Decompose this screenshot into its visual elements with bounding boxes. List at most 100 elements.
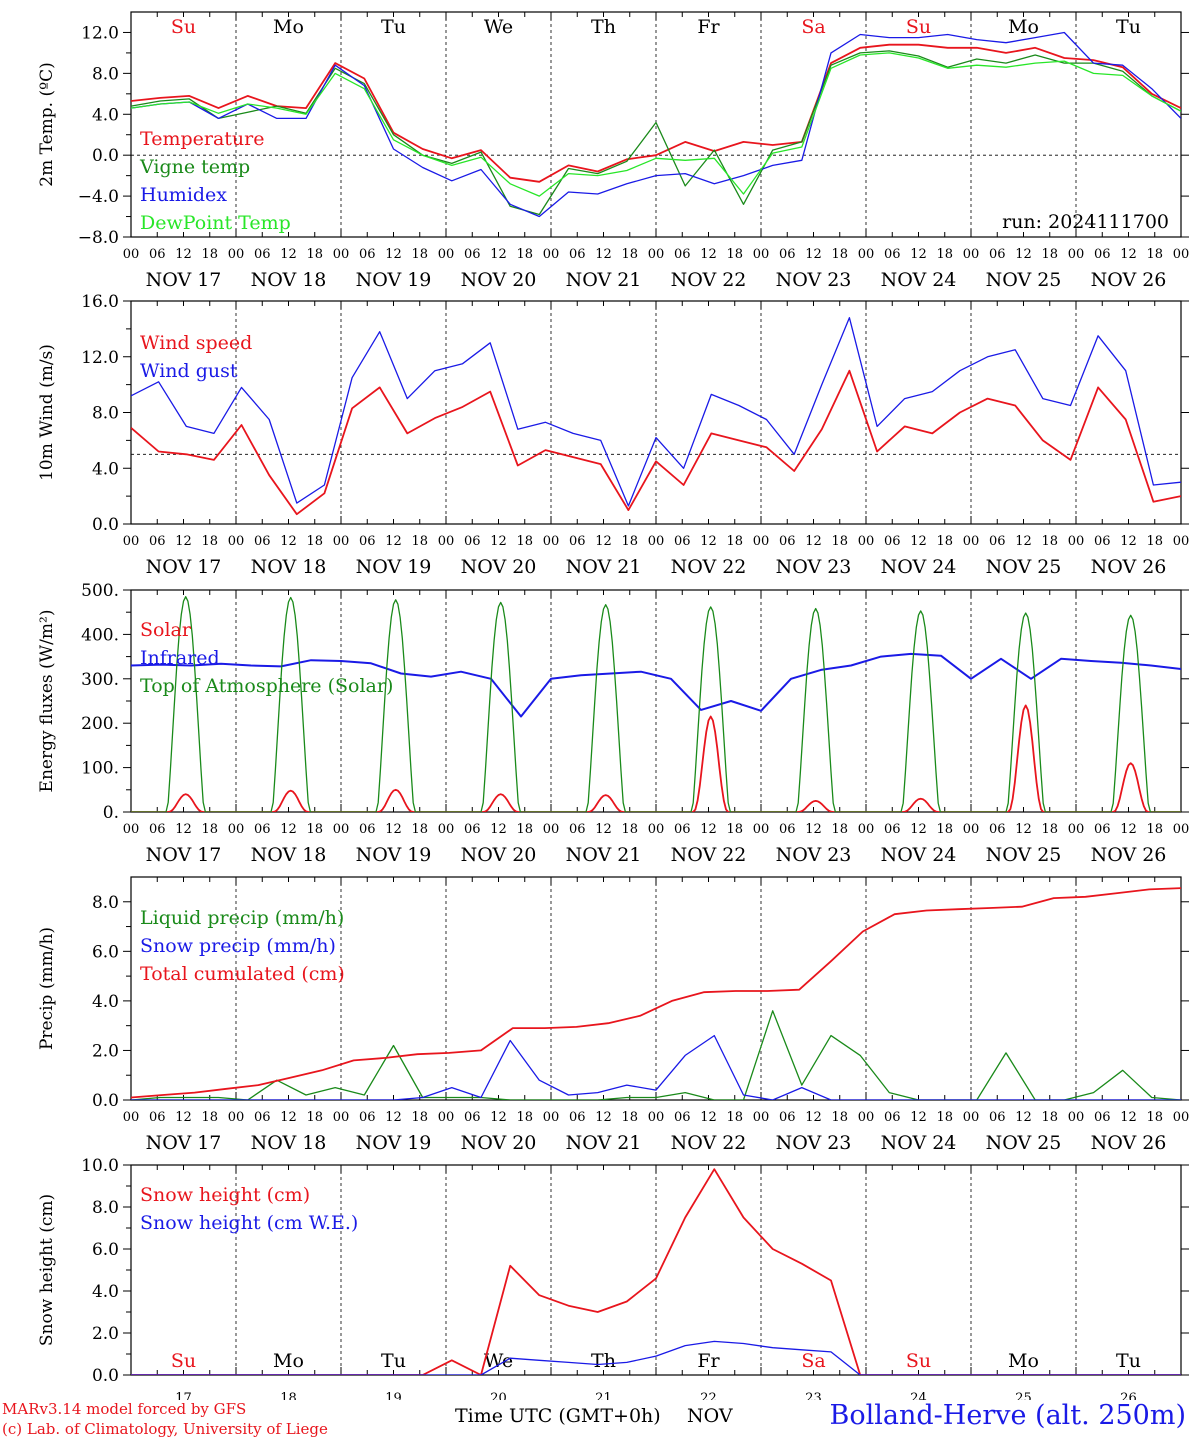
- series-group: [131, 1168, 1181, 1375]
- hour-tick-label: 18: [1041, 1110, 1058, 1125]
- hour-tick-label: 06: [254, 1110, 271, 1125]
- hour-tick-label: 12: [595, 534, 612, 549]
- hour-tick-label: 06: [359, 822, 376, 837]
- series-line-2: [131, 652, 1181, 718]
- hour-tick-label: 18: [831, 534, 848, 549]
- y-tick-label: 4.0: [92, 1282, 119, 1302]
- hour-tick-label: 18: [936, 247, 953, 262]
- hour-tick-label: 12: [385, 822, 402, 837]
- date-label: NOV 20: [461, 556, 537, 578]
- hour-tick-label: 12: [910, 1110, 927, 1125]
- hour-tick-label: 06: [674, 247, 691, 262]
- hour-tick-label: 00: [1068, 247, 1085, 262]
- hour-tick-label: 06: [254, 534, 271, 549]
- date-label: NOV 25: [986, 556, 1062, 578]
- hour-tick-label: 18: [516, 822, 533, 837]
- hour-tick-label: 00: [1173, 1110, 1190, 1125]
- date-label: NOV 19: [356, 1132, 432, 1154]
- y-axis-label: 10m Wind (m/s): [37, 344, 57, 481]
- date-label: NOV 17: [146, 844, 222, 866]
- date-label: NOV 22: [671, 1132, 747, 1154]
- day-name: Su: [171, 1350, 196, 1372]
- day-number: 26: [1120, 1391, 1137, 1400]
- hour-tick-label: 00: [543, 247, 560, 262]
- hour-tick-label: 00: [123, 1110, 140, 1125]
- day-number: 17: [175, 1391, 192, 1400]
- hour-tick-label: 06: [254, 247, 271, 262]
- hour-tick-label: 12: [1015, 1110, 1032, 1125]
- hour-tick-label: 06: [674, 1110, 691, 1125]
- hour-tick-label: 12: [175, 822, 192, 837]
- hour-tick-label: 00: [963, 247, 980, 262]
- y-tick-label: 2.0: [92, 1324, 119, 1344]
- hour-tick-label: 06: [359, 247, 376, 262]
- hour-tick-label: 00: [228, 1110, 245, 1125]
- hour-tick-label: 12: [490, 534, 507, 549]
- hour-tick-label: 12: [805, 534, 822, 549]
- hour-tick-label: 18: [201, 1110, 218, 1125]
- hour-tick-label: 12: [490, 1110, 507, 1125]
- hour-tick-label: 06: [779, 247, 796, 262]
- hour-tick-label: 18: [1041, 247, 1058, 262]
- hour-tick-label: 18: [411, 534, 428, 549]
- day-name: Tu: [381, 1350, 406, 1372]
- hour-tick-label: 18: [201, 247, 218, 262]
- hour-tick-label: 00: [648, 534, 665, 549]
- hour-tick-label: 12: [910, 822, 927, 837]
- series-line-3: [131, 887, 1181, 1099]
- hour-tick-label: 00: [123, 247, 140, 262]
- day-name: Tu: [381, 16, 406, 38]
- date-label: NOV 22: [671, 269, 747, 291]
- hour-tick-label: 00: [753, 534, 770, 549]
- hour-tick-label: 06: [569, 534, 586, 549]
- date-label: NOV 21: [566, 844, 642, 866]
- hour-tick-label: 18: [306, 822, 323, 837]
- hour-tick-label: 00: [543, 534, 560, 549]
- hour-tick-label: 00: [333, 822, 350, 837]
- series-group: [131, 317, 1181, 516]
- date-label: NOV 17: [146, 556, 222, 578]
- hour-tick-label: 12: [490, 247, 507, 262]
- legend-entry: Total cumulated (cm): [140, 963, 345, 985]
- y-tick-label: 12.0: [81, 23, 119, 43]
- hour-tick-label: 06: [674, 534, 691, 549]
- day-number: 24: [910, 1391, 927, 1400]
- hour-tick-label: 18: [726, 822, 743, 837]
- hour-tick-label: 18: [1146, 247, 1163, 262]
- panel-5: 0.0 2.0 4.0 6.0 8.0 10.0 Snow height (cm) Su Mo T…: [37, 1156, 1189, 1400]
- hour-tick-label: 12: [700, 534, 717, 549]
- series-line-2: [131, 1034, 1181, 1100]
- date-label: NOV 21: [566, 269, 642, 291]
- series-group: [131, 31, 1181, 218]
- legend-entry: Liquid precip (mm/h): [140, 907, 344, 929]
- hour-tick-label: 06: [464, 1110, 481, 1125]
- date-label: NOV 21: [566, 1132, 642, 1154]
- hour-tick-label: 00: [228, 247, 245, 262]
- hour-tick-label: 18: [516, 1110, 533, 1125]
- hour-tick-label: 12: [1120, 1110, 1137, 1125]
- hour-tick-label: 06: [1094, 247, 1111, 262]
- date-label: NOV 18: [251, 269, 327, 291]
- day-name: Su: [906, 16, 931, 38]
- hour-tick-label: 18: [201, 822, 218, 837]
- hour-tick-label: 18: [516, 247, 533, 262]
- hour-tick-label: 18: [1146, 1110, 1163, 1125]
- hour-tick-label: 06: [569, 1110, 586, 1125]
- hour-tick-label: 12: [280, 1110, 297, 1125]
- hour-tick-label: 00: [1173, 822, 1190, 837]
- hour-tick-label: 00: [438, 534, 455, 549]
- legend-entry: Snow height (cm W.E.): [140, 1212, 358, 1234]
- date-label: NOV 25: [986, 1132, 1062, 1154]
- hour-tick-label: 00: [648, 822, 665, 837]
- day-name: Su: [171, 16, 196, 38]
- hour-tick-label: 18: [1146, 822, 1163, 837]
- hour-tick-label: 00: [1173, 247, 1190, 262]
- date-label: NOV 23: [776, 269, 852, 291]
- series-line-1: [131, 369, 1181, 516]
- y-tick-label: 400.: [81, 625, 119, 645]
- hour-tick-label: 12: [385, 534, 402, 549]
- date-label: NOV 19: [356, 844, 432, 866]
- hour-tick-label: 12: [595, 1110, 612, 1125]
- legend-entry: Temperature: [140, 128, 264, 150]
- hour-tick-label: 18: [831, 1110, 848, 1125]
